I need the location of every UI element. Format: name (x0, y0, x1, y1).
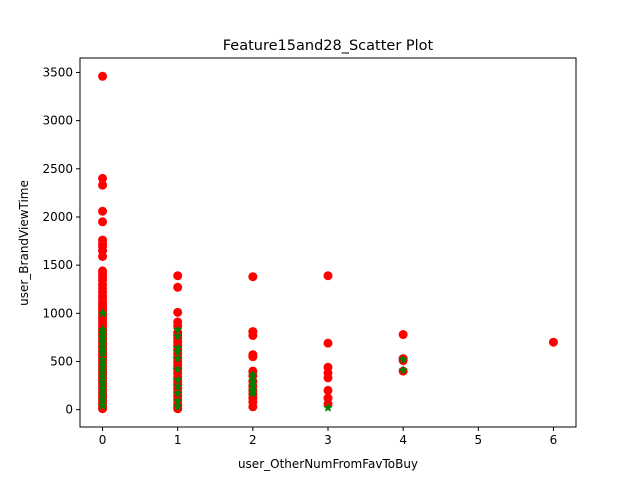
x-tick-label: 0 (99, 433, 107, 447)
data-point (97, 332, 108, 342)
data-point (98, 206, 108, 216)
data-point (97, 343, 108, 353)
data-point (248, 375, 258, 385)
data-point (97, 400, 108, 410)
data-point (172, 364, 183, 374)
data-point (248, 330, 258, 340)
data-point (248, 369, 258, 380)
y-tick-label: 1000 (42, 306, 73, 320)
data-point (248, 352, 258, 362)
data-point (97, 337, 108, 347)
data-point (172, 331, 183, 341)
chart-title: Feature15and28_Scatter Plot (223, 38, 434, 54)
data-point (398, 365, 408, 375)
data-point (97, 360, 108, 370)
data-point (98, 404, 108, 414)
data-point (97, 377, 108, 387)
y-axis-ticks: 0 500 1000 1500 2000 2500 3000 3500 (42, 65, 80, 417)
x-tick-label: 6 (550, 433, 558, 447)
data-point (98, 217, 108, 227)
data-points (97, 71, 558, 414)
data-point (548, 337, 558, 347)
y-tick-label: 3000 (42, 114, 73, 128)
y-tick-label: 1500 (42, 258, 73, 272)
data-point (172, 324, 183, 334)
data-point (97, 308, 108, 318)
data-point (98, 180, 108, 190)
y-axis-label: user_BrandViewTime (17, 180, 31, 306)
data-point (173, 307, 183, 317)
data-point (248, 272, 258, 282)
data-point (323, 402, 333, 412)
data-point (323, 385, 333, 395)
data-point (97, 389, 108, 399)
x-tick-label: 2 (249, 433, 257, 447)
y-tick-label: 500 (50, 354, 73, 368)
data-point (98, 251, 108, 261)
data-point (248, 388, 258, 398)
data-point (398, 354, 408, 364)
data-point (323, 373, 333, 383)
y-tick-label: 2500 (42, 162, 73, 176)
star-series (97, 308, 408, 412)
data-point (172, 388, 183, 398)
data-point (97, 371, 108, 381)
data-point (172, 395, 183, 406)
data-point (97, 383, 108, 393)
x-tick-label: 5 (474, 433, 482, 447)
x-tick-label: 4 (399, 433, 407, 447)
data-point (172, 346, 183, 356)
x-tick-label: 3 (324, 433, 332, 447)
x-axis-ticks: 0 1 2 3 4 5 6 (99, 427, 558, 447)
data-point (173, 271, 183, 281)
data-point (248, 402, 258, 412)
data-point (97, 347, 108, 357)
y-tick-label: 2000 (42, 210, 73, 224)
data-point (97, 366, 108, 376)
data-point (248, 380, 258, 390)
data-point (97, 354, 108, 364)
data-point (398, 330, 408, 340)
x-tick-label: 1 (174, 433, 182, 447)
data-point (323, 338, 333, 348)
y-tick-label: 0 (65, 403, 73, 417)
data-point (172, 353, 183, 363)
x-axis-label: user_OtherNumFromFavToBuy (238, 457, 418, 471)
data-point (98, 173, 108, 183)
data-point (173, 282, 183, 292)
data-point (172, 381, 183, 391)
y-tick-label: 3500 (42, 65, 73, 79)
data-point (172, 374, 183, 384)
data-point (98, 71, 108, 81)
data-point (97, 395, 108, 405)
data-point (172, 401, 183, 411)
data-point (323, 271, 333, 281)
